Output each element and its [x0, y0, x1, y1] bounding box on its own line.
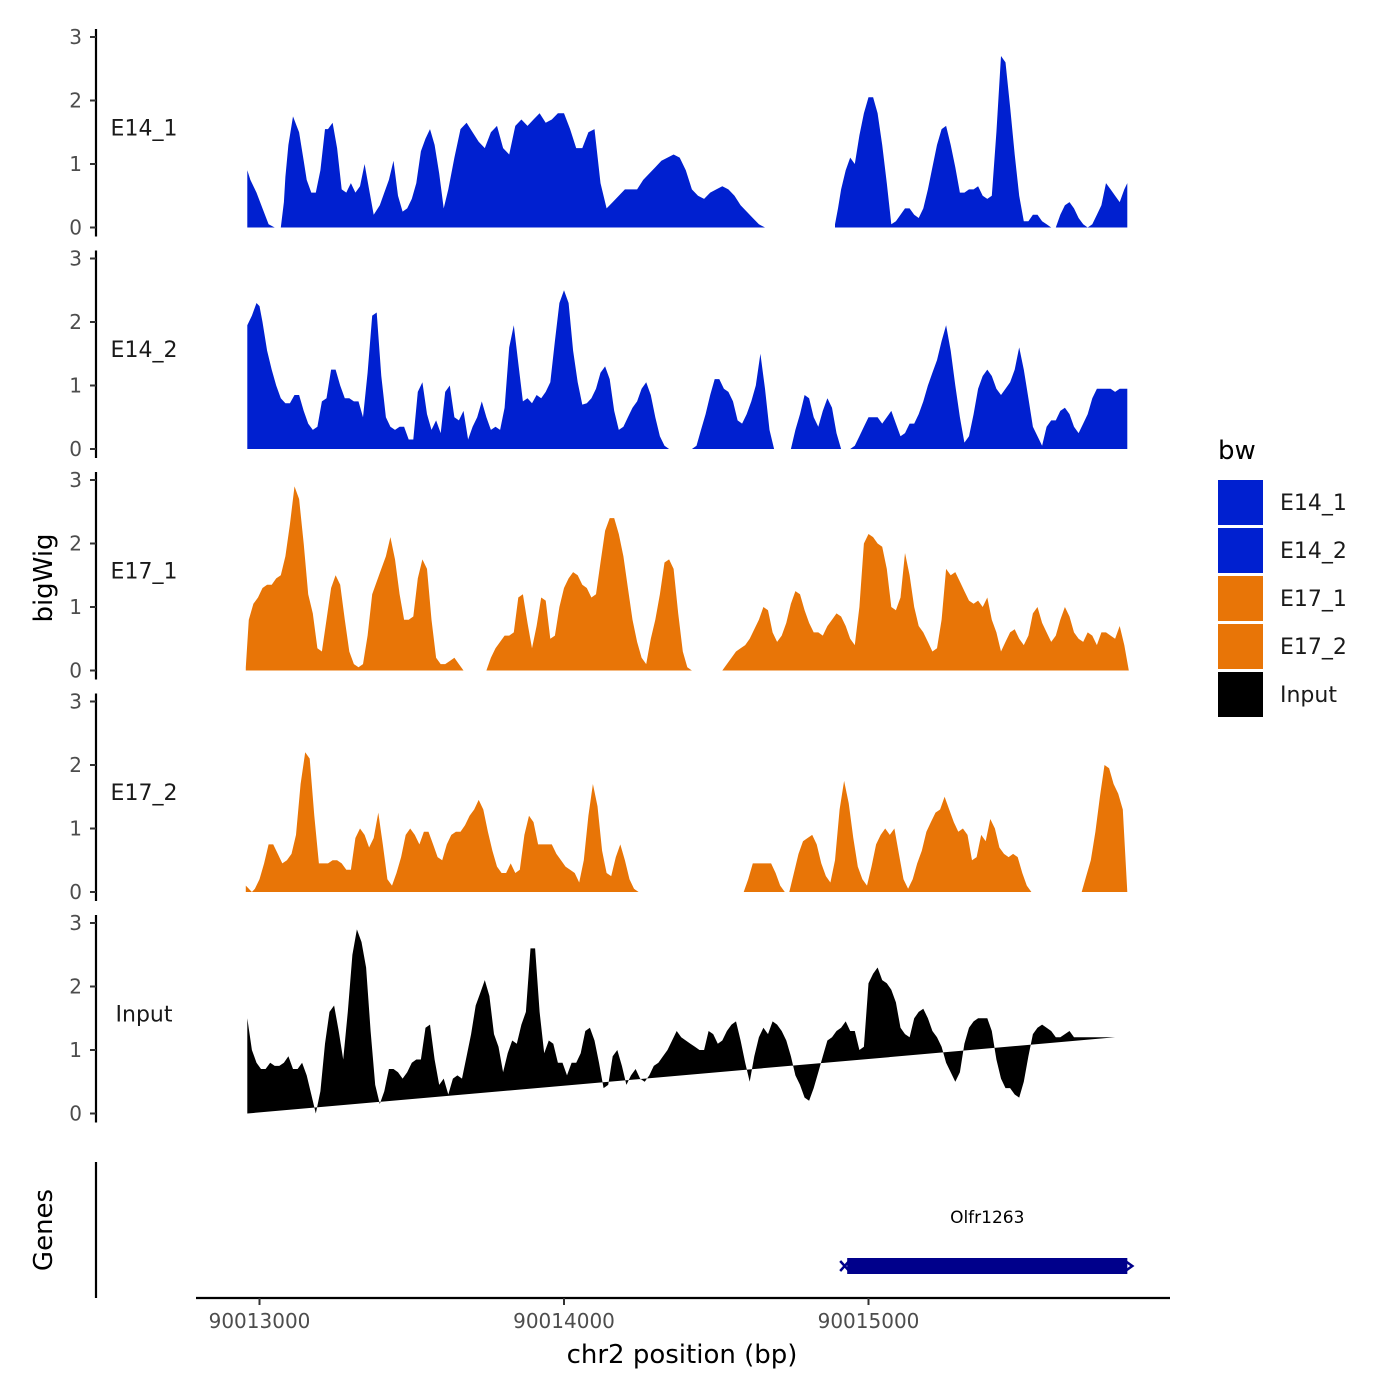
- y-axis-title: bigWig: [29, 533, 59, 622]
- track-label: Input: [116, 1002, 173, 1027]
- y-tick-label: 1: [69, 374, 82, 398]
- gene-label: Olfr1263: [950, 1208, 1024, 1228]
- y-tick-label: 0: [69, 880, 82, 904]
- legend-key-E14_1: [1218, 480, 1263, 525]
- y-tick-label: 0: [69, 1102, 82, 1126]
- y-tick-label: 1: [69, 1038, 82, 1062]
- gene-body: [847, 1258, 1128, 1274]
- gene-panel: Genes Olfr1263: [29, 1162, 1135, 1298]
- signal-area-E17_2: [245, 885, 252, 892]
- track-E17_2: 0 1 2 3 E17_2: [69, 690, 1128, 904]
- legend-items: E14_1 E14_2 E17_1 E17_2 Input: [1218, 480, 1347, 717]
- track-E14_1: 0 1 2 3 E14_1: [69, 25, 1128, 240]
- signal-area-E17_1: [245, 486, 491, 671]
- legend-title: bw: [1218, 436, 1256, 466]
- signal-area-E14_2: [247, 290, 692, 449]
- signal-area-E14_1: [247, 113, 787, 228]
- y-tick-label: 2: [69, 89, 82, 113]
- legend-label: E17_1: [1280, 587, 1347, 612]
- y-tick-label: 0: [69, 437, 82, 461]
- signal-area-E14_2: [691, 353, 784, 449]
- legend: bw E14_1 E14_2 E17_1 E17_2 Input: [1218, 436, 1347, 717]
- gene-strand-marker: [839, 1260, 851, 1272]
- x-tick-label: 90014000: [513, 1309, 615, 1333]
- legend-key-E14_2: [1218, 528, 1263, 573]
- x-tick-label: 90015000: [818, 1309, 920, 1333]
- legend-label: Input: [1280, 683, 1337, 708]
- legend-key-E17_2: [1218, 624, 1263, 669]
- x-axis: 90013000 90014000 90015000 chr2 position (…: [196, 1296, 1170, 1370]
- y-tick-label: 1: [69, 152, 82, 176]
- signal-area-E17_1: [722, 534, 1129, 671]
- signal-area-E14_1: [835, 56, 1128, 228]
- track-label: E14_1: [111, 116, 178, 141]
- signal-tracks: 0 1 2 3 E14_1 0 1 2 3 E14_2 0 1 2 3 E17_1 0 1 2 3 E17_2 0 1 2 3…: [69, 25, 1129, 1126]
- x-axis-title: chr2 position (bp): [567, 1340, 798, 1370]
- y-tick-label: 0: [69, 659, 82, 683]
- y-tick-label: 2: [69, 753, 82, 777]
- y-tick-label: 3: [69, 690, 82, 714]
- signal-area-E17_2: [743, 863, 785, 892]
- signal-area-Input: [247, 929, 1116, 1114]
- y-tick-label: 3: [69, 468, 82, 492]
- legend-key-Input: [1218, 672, 1263, 717]
- y-tick-label: 3: [69, 247, 82, 271]
- signal-area-E17_1: [486, 518, 715, 671]
- track-E14_2: 0 1 2 3 E14_2: [69, 247, 1128, 461]
- y-tick-label: 0: [69, 216, 82, 240]
- y-tick-label: 1: [69, 595, 82, 619]
- y-tick-label: 2: [69, 532, 82, 556]
- x-tick-label: 90013000: [209, 1309, 311, 1333]
- y-tick-label: 3: [69, 911, 82, 935]
- track-E17_1: 0 1 2 3 E17_1: [69, 468, 1129, 683]
- y-tick-label: 3: [69, 25, 82, 49]
- y-tick-label: 1: [69, 817, 82, 841]
- legend-key-E17_1: [1218, 576, 1263, 621]
- signal-area-E17_2: [251, 752, 772, 892]
- y-tick-label: 2: [69, 310, 82, 334]
- legend-label: E14_2: [1280, 539, 1347, 564]
- legend-label: E17_2: [1280, 635, 1347, 660]
- x-axis-ticks: 90013000 90014000 90015000: [209, 1298, 920, 1333]
- track-label: E14_2: [111, 338, 178, 363]
- gene-marks: Olfr1263: [839, 1208, 1135, 1274]
- signal-area-E17_2: [789, 780, 1055, 892]
- track-label: E17_1: [111, 559, 178, 584]
- track-label: E17_2: [111, 781, 178, 806]
- gene-end-marker: [1124, 1259, 1135, 1273]
- signal-area-E17_2: [1081, 765, 1128, 892]
- signal-area-E14_2: [850, 325, 1128, 449]
- track-Input: 0 1 2 3 Input: [69, 911, 1116, 1126]
- gene-panel-title: Genes: [29, 1189, 59, 1271]
- signal-area-E14_2: [790, 395, 842, 449]
- legend-label: E14_1: [1280, 491, 1347, 516]
- y-tick-label: 2: [69, 975, 82, 999]
